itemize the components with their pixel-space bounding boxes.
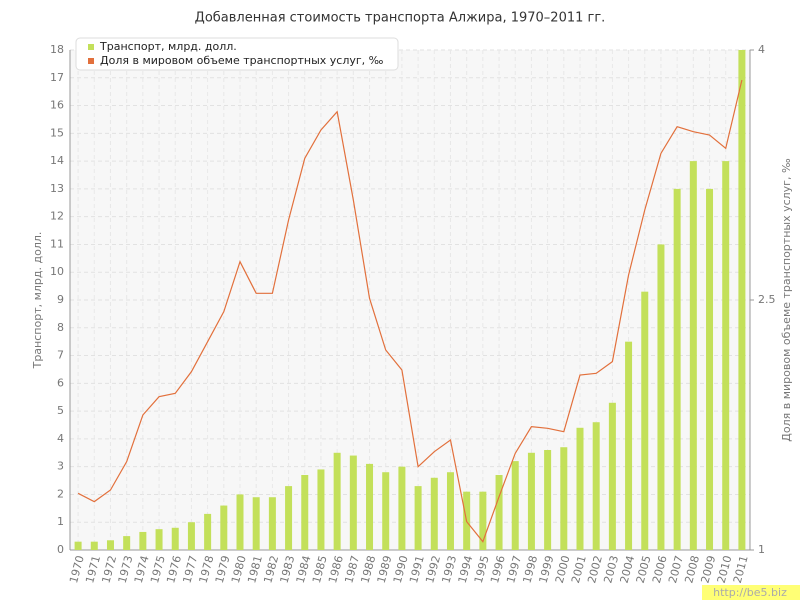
y-tick-label: 0 [57, 543, 64, 556]
legend-box [75, 37, 399, 71]
y-tick-label: 2 [57, 487, 64, 500]
legend-swatch [88, 58, 94, 64]
bar [398, 466, 406, 550]
bar [706, 188, 714, 550]
bar [625, 341, 633, 550]
legend-label: Транспорт, млрд. долл. [99, 40, 237, 53]
bar [479, 491, 487, 550]
bar [446, 472, 454, 550]
y-tick-label: 16 [50, 99, 64, 112]
y-tick-label: 10 [50, 265, 64, 278]
y2-axis-label: Доля в мировом объеме транспортных услуг… [780, 158, 793, 442]
bar [74, 541, 82, 550]
bar [544, 450, 552, 550]
bar [333, 452, 341, 550]
bar [106, 540, 114, 550]
y-tick-label: 13 [50, 182, 64, 195]
y-tick-label: 17 [50, 71, 64, 84]
bar [123, 536, 131, 550]
bar [689, 161, 697, 550]
y2-tick-label: 4 [758, 43, 765, 56]
y-tick-label: 12 [50, 210, 64, 223]
y-tick-label: 8 [57, 321, 64, 334]
bar [592, 422, 600, 550]
y-tick-label: 1 [57, 515, 64, 528]
watermark: http://be5.biz [713, 586, 787, 599]
y-tick-label: 14 [50, 154, 64, 167]
y-tick-label: 5 [57, 404, 64, 417]
bar [576, 427, 584, 550]
y-tick-label: 18 [50, 43, 64, 56]
legend-label: Доля в мировом объеме транспортных услуг… [100, 54, 384, 67]
bar [204, 513, 212, 550]
bar [301, 475, 309, 550]
y-tick-label: 15 [50, 126, 64, 139]
bar [268, 497, 276, 550]
bar [187, 522, 195, 550]
bar [673, 188, 681, 550]
bar [90, 541, 98, 550]
y-tick-label: 4 [57, 432, 64, 445]
chart-title: Добавленная стоимость транспорта Алжира,… [195, 11, 606, 26]
y-axis-label: Транспорт, млрд. долл. [31, 232, 44, 370]
bar [657, 244, 665, 550]
bar [430, 477, 438, 550]
bar [527, 452, 535, 550]
bar [155, 529, 163, 550]
bar [608, 402, 616, 550]
bar [285, 486, 293, 550]
bar [495, 475, 503, 550]
line [77, 79, 743, 543]
bar [641, 291, 649, 550]
y-tick-label: 6 [57, 376, 64, 389]
y-tick-label: 7 [57, 349, 64, 362]
bar [349, 455, 357, 550]
bar [414, 486, 422, 550]
bar [366, 463, 374, 550]
bar [236, 494, 244, 550]
watermark-box [702, 585, 800, 600]
legend-swatch [88, 44, 94, 50]
y-tick-label: 9 [57, 293, 64, 306]
bar [317, 469, 325, 550]
bar [382, 472, 390, 550]
bar [139, 531, 147, 550]
bar [511, 461, 519, 550]
bar [252, 497, 260, 550]
bar [722, 161, 730, 550]
y-tick-label: 11 [50, 237, 64, 250]
bar [220, 505, 228, 550]
y2-tick-label: 1 [758, 543, 765, 556]
y-tick-label: 3 [57, 460, 64, 473]
y2-tick-label: 2.5 [758, 293, 776, 306]
bar [171, 527, 179, 550]
bar [738, 50, 746, 550]
bar [560, 447, 568, 550]
